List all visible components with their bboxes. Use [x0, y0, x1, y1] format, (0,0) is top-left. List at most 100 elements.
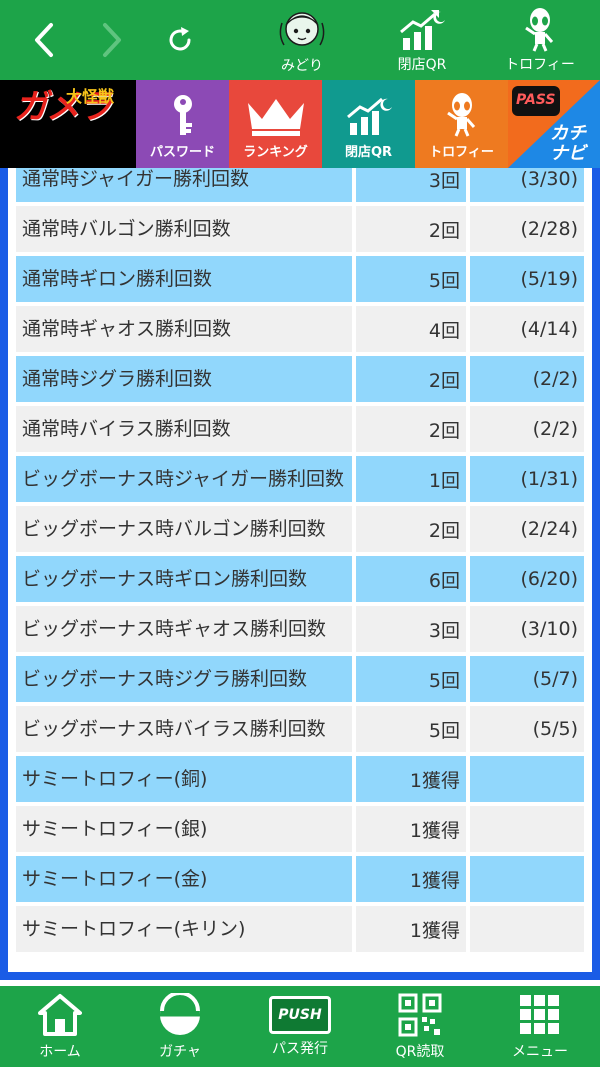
row-ratio-cell: (6/20) — [470, 556, 584, 602]
nav-pass-issue-label: パス発行 — [272, 1040, 328, 1057]
row-name-cell: ビッグボーナス時ギャオス勝利回数 — [16, 606, 352, 652]
qr-code-icon — [398, 993, 442, 1036]
alien-trophy-icon — [446, 93, 475, 137]
nav-menu-label: メニュー — [512, 1043, 568, 1060]
nav-gacha[interactable]: ガチャ — [120, 986, 240, 1067]
trophy-tab-label: トロフィー — [429, 145, 494, 160]
back-button[interactable] — [24, 0, 64, 80]
row-ratio-cell: (2/28) — [470, 206, 584, 252]
kachi-navi-tab[interactable]: PASS カチナビ — [508, 80, 600, 168]
closing-qr-tab[interactable]: 閉店QR — [322, 80, 415, 168]
table-row: サミートロフィー(銅) 1獲得 — [16, 756, 584, 802]
table-row: ビッグボーナス時ジャイガー勝利回数 1回 (1/31) — [16, 456, 584, 502]
alien-trophy-icon — [525, 8, 554, 52]
nav-qr-read-label: QR読取 — [395, 1043, 445, 1060]
row-name-cell: ビッグボーナス時ジグラ勝利回数 — [16, 656, 352, 702]
closing-qr-tab-label: 閉店QR — [344, 145, 393, 160]
gacha-capsule-icon — [160, 992, 200, 1035]
row-name-cell: 通常時ジグラ勝利回数 — [16, 356, 352, 402]
row-count-cell: 2回 — [356, 406, 466, 452]
row-name-cell: ビッグボーナス時バルゴン勝利回数 — [16, 506, 352, 552]
row-count-cell: 5回 — [356, 706, 466, 752]
row-ratio-cell: (2/24) — [470, 506, 584, 552]
nav-pass-issue[interactable]: PUSH パス発行 — [240, 986, 360, 1067]
row-name-cell: サミートロフィー(キリン) — [16, 906, 352, 952]
trophy-tab[interactable]: トロフィー — [415, 80, 508, 168]
row-name-cell: 通常時ジャイガー勝利回数 — [16, 168, 352, 202]
table-row: サミートロフィー(銀) 1獲得 — [16, 806, 584, 852]
home-icon — [38, 993, 82, 1036]
nav-home[interactable]: ホーム — [0, 986, 120, 1067]
stats-frame: 通常時ジャイガー勝利回数 3回 (3/30) 通常時バルゴン勝利回数 2回 (2/28) 通… — [0, 168, 600, 980]
menu-grid-icon — [520, 994, 559, 1034]
kachi-navi-banner-icon — [508, 80, 600, 168]
table-row: 通常時ギロン勝利回数 5回 (5/19) — [16, 256, 584, 302]
top-toolbar: みどり 閉店QR トロフィー — [0, 0, 600, 80]
table-row: サミートロフィー(金) 1獲得 — [16, 856, 584, 902]
row-ratio-cell — [470, 906, 584, 952]
kachi-navi-label: カチナビ — [550, 123, 586, 164]
row-ratio-cell: (1/31) — [470, 456, 584, 502]
row-ratio-cell — [470, 856, 584, 902]
table-row: 通常時ジグラ勝利回数 2回 (2/2) — [16, 356, 584, 402]
nav-home-label: ホーム — [39, 1043, 81, 1060]
chevron-right-icon — [103, 23, 121, 57]
ranking-tab[interactable]: ランキング — [229, 80, 322, 168]
ranking-label: ランキング — [243, 145, 308, 160]
nav-qr-read[interactable]: QR読取 — [360, 986, 480, 1067]
midori-button[interactable]: みどり — [262, 0, 342, 80]
row-ratio-cell: (5/19) — [470, 256, 584, 302]
game-logo[interactable]: ガメラ 大怪獣 — [0, 80, 136, 168]
reload-icon — [169, 27, 191, 51]
logo-title: ガメラ — [14, 87, 112, 127]
row-count-cell: 2回 — [356, 356, 466, 402]
row-name-cell: 通常時ギャオス勝利回数 — [16, 306, 352, 352]
row-name-cell: ビッグボーナス時ギロン勝利回数 — [16, 556, 352, 602]
table-row: 通常時バイラス勝利回数 2回 (2/2) — [16, 406, 584, 452]
closing-qr-label: 閉店QR — [397, 57, 447, 73]
pass-badge: PASS — [516, 92, 556, 108]
row-count-cell: 1獲得 — [356, 906, 466, 952]
row-ratio-cell: (5/7) — [470, 656, 584, 702]
forward-button[interactable] — [92, 0, 132, 80]
password-label: パスワード — [149, 145, 215, 160]
nav-gacha-label: ガチャ — [159, 1043, 201, 1060]
password-tab[interactable]: パスワード — [136, 80, 229, 168]
logo-subtitle: 大怪獣 — [66, 87, 115, 106]
table-row: ビッグボーナス時ジグラ勝利回数 5回 (5/7) — [16, 656, 584, 702]
key-icon — [173, 95, 192, 135]
row-count-cell: 1獲得 — [356, 806, 466, 852]
table-row: 通常時ジャイガー勝利回数 3回 (3/30) — [16, 168, 584, 202]
category-strip: ガメラ 大怪獣 パスワード ランキング 閉店QR — [0, 80, 600, 168]
row-ratio-cell: (5/5) — [470, 706, 584, 752]
trophy-button[interactable]: トロフィー — [500, 0, 580, 80]
row-name-cell: サミートロフィー(金) — [16, 856, 352, 902]
closing-qr-button[interactable]: 閉店QR — [382, 0, 462, 80]
table-row: 通常時ギャオス勝利回数 4回 (4/14) — [16, 306, 584, 352]
row-count-cell: 1獲得 — [356, 856, 466, 902]
closing-qr-chart-icon — [346, 97, 392, 135]
row-count-cell: 3回 — [356, 606, 466, 652]
row-count-cell: 1回 — [356, 456, 466, 502]
row-ratio-cell — [470, 756, 584, 802]
row-count-cell: 5回 — [356, 256, 466, 302]
table-row: ビッグボーナス時ギロン勝利回数 6回 (6/20) — [16, 556, 584, 602]
stats-table: 通常時ジャイガー勝利回数 3回 (3/30) 通常時バルゴン勝利回数 2回 (2/28) 通… — [16, 168, 584, 956]
push-icon: PUSH — [269, 995, 331, 1034]
row-name-cell: 通常時バイラス勝利回数 — [16, 406, 352, 452]
row-count-cell: 1獲得 — [356, 756, 466, 802]
row-count-cell: 2回 — [356, 206, 466, 252]
stats-panel[interactable]: 通常時ジャイガー勝利回数 3回 (3/30) 通常時バルゴン勝利回数 2回 (2/28) 通… — [8, 168, 592, 972]
table-row: ビッグボーナス時バイラス勝利回数 5回 (5/5) — [16, 706, 584, 752]
table-row: サミートロフィー(キリン) 1獲得 — [16, 906, 584, 952]
reload-button[interactable] — [158, 0, 202, 80]
row-ratio-cell: (3/10) — [470, 606, 584, 652]
bottom-navigation: ホーム ガチャ PUSH パス発行 QR読取 — [0, 986, 600, 1067]
row-name-cell: 通常時バルゴン勝利回数 — [16, 206, 352, 252]
nav-menu[interactable]: メニュー — [480, 986, 600, 1067]
midori-label: みどり — [281, 58, 323, 74]
row-count-cell: 4回 — [356, 306, 466, 352]
row-name-cell: 通常時ギロン勝利回数 — [16, 256, 352, 302]
row-name-cell: ビッグボーナス時バイラス勝利回数 — [16, 706, 352, 752]
row-ratio-cell — [470, 806, 584, 852]
